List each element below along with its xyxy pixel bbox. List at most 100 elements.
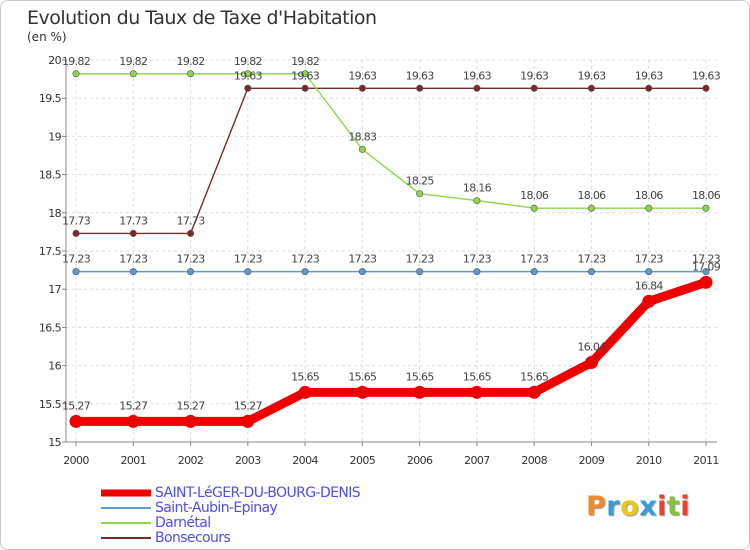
- data-point: [702, 204, 710, 212]
- data-point: [355, 385, 369, 399]
- y-tick-label: 18: [48, 207, 61, 220]
- data-label: 15.65: [291, 370, 320, 383]
- data-point: [184, 414, 198, 428]
- legend-label-darnetal: Darnétal: [155, 515, 211, 531]
- data-point: [527, 385, 541, 399]
- data-label: 18.06: [577, 189, 606, 202]
- data-point: [416, 190, 424, 198]
- data-point: [129, 70, 137, 78]
- data-point: [584, 356, 598, 370]
- data-label: 19.82: [119, 55, 147, 68]
- logo-letter: i: [680, 491, 691, 522]
- data-point: [298, 385, 312, 399]
- data-point: [126, 414, 140, 428]
- data-point: [187, 229, 195, 237]
- x-tick-label: 2009: [579, 454, 605, 467]
- data-label: 15.27: [234, 399, 263, 412]
- data-point: [416, 84, 424, 92]
- data-point: [301, 84, 309, 92]
- data-point: [645, 84, 653, 92]
- data-point: [413, 385, 427, 399]
- logo-letter: r: [606, 491, 621, 522]
- data-point: [358, 145, 366, 153]
- data-label: 19.63: [291, 69, 320, 82]
- y-tick-label: 15.5: [39, 398, 62, 411]
- data-label: 18.83: [348, 130, 377, 143]
- data-label: 16.04: [577, 341, 606, 354]
- data-label: 19.63: [348, 69, 377, 82]
- data-label: 17.23: [348, 253, 377, 266]
- data-point: [241, 414, 255, 428]
- data-label: 17.23: [234, 253, 263, 266]
- unit-label: (en %): [27, 30, 67, 44]
- data-label: 19.63: [520, 69, 549, 82]
- x-tick-label: 2002: [178, 454, 204, 467]
- data-point: [699, 275, 713, 289]
- data-label: 18.25: [406, 175, 435, 188]
- legend-label-saint-leger: SAINT-LéGER-DU-BOURG-DENIS: [155, 485, 361, 501]
- data-label: 18.06: [692, 189, 721, 202]
- data-point: [244, 70, 252, 78]
- data-label: 15.27: [62, 399, 91, 412]
- legend-swatch-saint-aubin-epinay: [101, 507, 151, 509]
- data-point: [530, 268, 538, 276]
- x-tick-label: 2010: [636, 454, 662, 467]
- data-label: 17.23: [463, 253, 492, 266]
- data-point: [244, 268, 252, 276]
- data-label: 17.73: [177, 214, 206, 227]
- data-label: 15.65: [348, 370, 377, 383]
- x-tick-label: 2006: [407, 454, 433, 467]
- data-label: 19.63: [463, 69, 492, 82]
- data-label: 17.23: [291, 253, 320, 266]
- data-point: [473, 84, 481, 92]
- y-tick-label: 16.5: [39, 321, 62, 334]
- logo-letter: o: [620, 491, 640, 522]
- data-point: [702, 268, 710, 276]
- data-point: [301, 268, 309, 276]
- data-point: [587, 84, 595, 92]
- data-label: 18.06: [520, 189, 549, 202]
- y-tick-label: 19: [48, 130, 61, 143]
- data-point: [645, 204, 653, 212]
- data-label: 17.23: [62, 253, 91, 266]
- logo-letter: i: [657, 491, 667, 522]
- data-point: [470, 385, 484, 399]
- data-point: [244, 84, 252, 92]
- data-label: 19.63: [406, 69, 435, 82]
- data-label: 16.84: [635, 279, 664, 292]
- legend-swatch-darnetal: [101, 522, 151, 524]
- x-tick-label: 2011: [693, 454, 719, 467]
- data-label: 15.65: [463, 370, 492, 383]
- proxiti-logo: Proxiti: [586, 491, 690, 522]
- x-tick-label: 2005: [350, 454, 376, 467]
- x-tick-label: 2003: [235, 454, 261, 467]
- data-label: 17.23: [119, 253, 148, 266]
- data-point: [645, 268, 653, 276]
- series-line: [71, 277, 711, 426]
- data-label: 17.73: [62, 214, 91, 227]
- x-tick-label: 2001: [120, 454, 146, 467]
- data-label: 19.82: [62, 55, 90, 68]
- data-label: 15.65: [520, 370, 549, 383]
- data-label: 18.06: [635, 189, 664, 202]
- y-tick-label: 16: [48, 360, 61, 373]
- data-point: [358, 84, 366, 92]
- data-label: 18.16: [463, 182, 492, 195]
- data-label: 15.65: [406, 370, 435, 383]
- legend-label-saint-aubin-epinay: Saint-Aubin-Epinay: [155, 500, 278, 516]
- data-point: [187, 70, 195, 78]
- logo-letter: P: [586, 491, 607, 522]
- data-label: 17.23: [177, 253, 206, 266]
- data-label: 17.23: [692, 253, 721, 266]
- data-label: 17.23: [635, 253, 664, 266]
- data-label: 17.09: [692, 260, 721, 273]
- data-point: [587, 268, 595, 276]
- data-point: [473, 197, 481, 205]
- series-line: [75, 73, 707, 209]
- x-tick-label: 2008: [521, 454, 547, 467]
- logo-letter: t: [666, 491, 681, 522]
- data-point: [129, 268, 137, 276]
- data-point: [72, 229, 80, 237]
